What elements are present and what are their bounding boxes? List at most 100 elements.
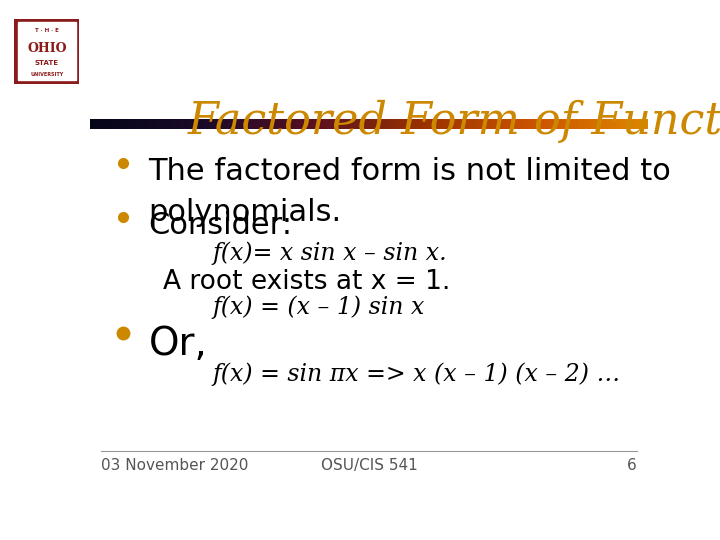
- Bar: [505, 119, 509, 129]
- Bar: [101, 119, 104, 129]
- Bar: [564, 119, 567, 129]
- Bar: [372, 119, 375, 129]
- Bar: [154, 119, 158, 129]
- Bar: [520, 119, 523, 129]
- Bar: [615, 119, 618, 129]
- Bar: [547, 119, 551, 129]
- Bar: [319, 119, 322, 129]
- Bar: [495, 119, 498, 129]
- Bar: [478, 119, 481, 129]
- Bar: [258, 119, 261, 129]
- Bar: [333, 119, 336, 129]
- Bar: [118, 119, 121, 129]
- Bar: [310, 119, 314, 129]
- Bar: [629, 119, 632, 129]
- Bar: [160, 119, 163, 129]
- Bar: [461, 119, 464, 129]
- Bar: [288, 119, 292, 129]
- Bar: [517, 119, 521, 129]
- Bar: [260, 119, 264, 129]
- Bar: [294, 119, 297, 129]
- Bar: [575, 119, 579, 129]
- Bar: [240, 119, 244, 129]
- Bar: [366, 119, 369, 129]
- Bar: [394, 119, 397, 129]
- Bar: [349, 119, 353, 129]
- Bar: [305, 119, 308, 129]
- Bar: [464, 119, 467, 129]
- Bar: [322, 119, 325, 129]
- Bar: [408, 119, 411, 129]
- Bar: [431, 119, 433, 129]
- Bar: [174, 119, 177, 129]
- Bar: [511, 119, 515, 129]
- Bar: [215, 119, 219, 129]
- Text: T · H · E: T · H · E: [35, 28, 59, 33]
- Bar: [472, 119, 476, 129]
- Bar: [626, 119, 629, 129]
- Bar: [374, 119, 378, 129]
- Bar: [467, 119, 470, 129]
- Bar: [90, 119, 94, 129]
- Text: 6: 6: [627, 458, 637, 472]
- Bar: [143, 119, 146, 129]
- Bar: [115, 119, 119, 129]
- Bar: [438, 119, 442, 129]
- Bar: [204, 119, 208, 129]
- Bar: [562, 119, 565, 129]
- Text: f(x) = sin πx => x (x – 1) (x – 2) …: f(x) = sin πx => x (x – 1) (x – 2) …: [213, 362, 621, 386]
- Bar: [572, 119, 576, 129]
- Bar: [364, 119, 366, 129]
- Bar: [148, 119, 152, 129]
- Bar: [104, 119, 107, 129]
- Bar: [193, 119, 197, 129]
- Bar: [179, 119, 183, 129]
- Bar: [500, 119, 503, 129]
- Bar: [132, 119, 135, 129]
- Bar: [307, 119, 311, 129]
- Bar: [233, 119, 235, 129]
- Bar: [469, 119, 473, 129]
- Bar: [249, 119, 253, 129]
- Bar: [355, 119, 359, 129]
- Text: OHIO: OHIO: [27, 42, 66, 55]
- Bar: [536, 119, 540, 129]
- Bar: [402, 119, 406, 129]
- Bar: [612, 119, 615, 129]
- Bar: [291, 119, 294, 129]
- Bar: [441, 119, 445, 129]
- Bar: [534, 119, 537, 129]
- Bar: [213, 119, 216, 129]
- Bar: [358, 119, 361, 129]
- Bar: [590, 119, 593, 129]
- Bar: [459, 119, 462, 129]
- Bar: [168, 119, 171, 129]
- Bar: [300, 119, 302, 129]
- Bar: [182, 119, 186, 129]
- Bar: [556, 119, 559, 129]
- Bar: [559, 119, 562, 129]
- Bar: [637, 119, 640, 129]
- Bar: [138, 119, 141, 129]
- Bar: [377, 119, 381, 129]
- Bar: [196, 119, 199, 129]
- Bar: [392, 119, 395, 129]
- Bar: [112, 119, 116, 129]
- Bar: [145, 119, 149, 129]
- Bar: [246, 119, 250, 129]
- Bar: [620, 119, 624, 129]
- Bar: [285, 119, 289, 129]
- Bar: [163, 119, 166, 129]
- Bar: [190, 119, 194, 129]
- Bar: [609, 119, 612, 129]
- Bar: [386, 119, 389, 129]
- Bar: [411, 119, 414, 129]
- Bar: [498, 119, 500, 129]
- Bar: [199, 119, 202, 129]
- Bar: [584, 119, 588, 129]
- Bar: [416, 119, 420, 129]
- Bar: [313, 119, 317, 129]
- Bar: [243, 119, 247, 129]
- Bar: [617, 119, 621, 129]
- Bar: [166, 119, 168, 129]
